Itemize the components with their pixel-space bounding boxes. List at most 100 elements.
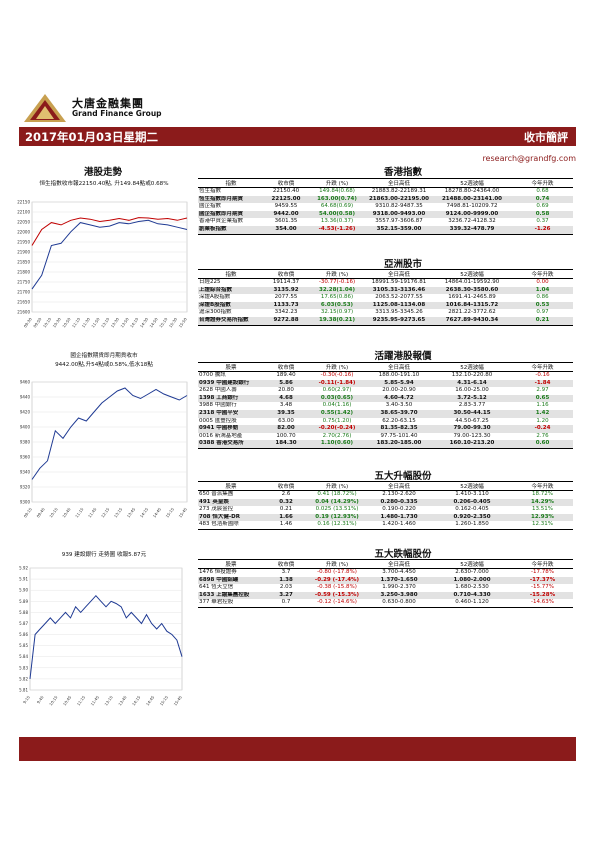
x-tick-label: 10:15 bbox=[48, 694, 59, 706]
row-close: 22125.00 bbox=[264, 195, 308, 204]
contact-email[interactable]: research@grandfg.com bbox=[482, 154, 576, 163]
hk-market-caption: 恒生指數收市報22150.40點, 升149.84點或0.68% bbox=[39, 181, 169, 187]
column-header: 全日高低 bbox=[366, 178, 432, 188]
brand-name-cn: 大唐金融集團 bbox=[72, 97, 144, 110]
y-tick-label: 21700 bbox=[17, 290, 30, 295]
row-name: 國企指數即月期貨 bbox=[198, 210, 264, 219]
column-header: 指數 bbox=[198, 269, 264, 279]
column-header: 今年升跌 bbox=[512, 481, 573, 491]
x-tick-label: 09:30 bbox=[22, 316, 33, 328]
row-change: -30.77(-0.16) bbox=[318, 279, 356, 285]
row-name: 650 普派集團 bbox=[199, 491, 234, 497]
row-change: 0.75(1.20) bbox=[322, 417, 352, 424]
row-change: 0.19 (12.93%) bbox=[308, 513, 366, 522]
column-header: 全日高低 bbox=[366, 269, 432, 279]
row-day-range: 0.190-0.220 bbox=[382, 506, 416, 513]
x-tick-label: 9:45 bbox=[36, 694, 45, 704]
row-ytd: 0.00 bbox=[536, 279, 549, 285]
row-ytd: 1.42 bbox=[512, 409, 573, 418]
column-header: 52週波幅 bbox=[432, 178, 512, 188]
row-close: 82.00 bbox=[264, 425, 308, 433]
report-title: 收市簡評 bbox=[524, 131, 568, 144]
row-52w-range: 79.00-99.30 bbox=[432, 425, 512, 433]
x-tick-label: 10:10 bbox=[42, 316, 53, 328]
row-day-range: 9310.82-9487.35 bbox=[375, 203, 423, 210]
row-day-range: 188.00-191.10 bbox=[378, 372, 420, 378]
futures-caption-2: 9442.00點,升54點或0.58%,低水18點 bbox=[55, 362, 153, 368]
y-tick-label: 5.84 bbox=[19, 654, 28, 659]
row-ytd: 0.97 bbox=[536, 309, 549, 316]
row-change: 6.03(0.53) bbox=[308, 301, 366, 310]
row-52w-range: 2821.22-3772.62 bbox=[448, 309, 496, 316]
row-close: 20.80 bbox=[278, 387, 294, 394]
y-tick-label: 21950 bbox=[17, 240, 30, 245]
row-close: 1.38 bbox=[264, 576, 308, 585]
row-52w-range: 132.10-220.80 bbox=[451, 372, 493, 378]
row-name: 2318 中國平安 bbox=[198, 409, 264, 418]
row-change: -0.30(-0.16) bbox=[320, 372, 354, 378]
row-day-range: 1125.08-1134.08 bbox=[366, 301, 432, 310]
row-name: 0941 中國移動 bbox=[198, 425, 264, 433]
row-close: 19114.37 bbox=[272, 279, 300, 285]
row-day-range: 352.15-359.00 bbox=[366, 225, 432, 235]
row-52w-range: 7627.89-9430.34 bbox=[432, 316, 512, 326]
row-close: 1.46 bbox=[264, 521, 308, 530]
top-gainers-table: 股票 收市價 升跌 (%) 全日高低 52週波幅 今年升跌 650 普派集團 2.6 0.41 … bbox=[198, 481, 573, 530]
y-tick-label: 9400 bbox=[20, 425, 31, 430]
row-day-range: 81.35-82.35 bbox=[366, 425, 432, 433]
row-close: 100.70 bbox=[276, 432, 296, 439]
y-tick-label: 9420 bbox=[20, 410, 31, 415]
row-52w-range: 1016.84-1315.72 bbox=[432, 301, 512, 310]
x-tick-label: 14:15 bbox=[139, 506, 150, 518]
x-tick-label: 15:30 bbox=[168, 316, 179, 328]
x-tick-label: 13:10 bbox=[100, 316, 111, 328]
table-row: 491 英皇娛 0.32 0.04 (14.29%) 0.280-0.335 0.206… bbox=[198, 498, 573, 507]
x-tick-label: 11:10 bbox=[71, 316, 82, 328]
table-row: 708 恒大健-DR 1.66 0.19 (12.93%) 1.480-1.730 0.… bbox=[198, 513, 573, 522]
row-ytd: 0.53 bbox=[512, 301, 573, 310]
futures-caption-1: 國企指數期貨即月期貨收市 bbox=[70, 353, 138, 359]
row-ytd: -15.28% bbox=[512, 591, 573, 600]
row-day-range: 183.20-185.00 bbox=[366, 440, 432, 449]
asia-index-title: 亞洲股市 bbox=[383, 259, 422, 270]
row-close: 3135.92 bbox=[264, 286, 308, 295]
row-close: 39.35 bbox=[264, 409, 308, 418]
row-close: 2.6 bbox=[281, 491, 291, 497]
row-day-range: 38.65-39.70 bbox=[366, 409, 432, 418]
row-ytd: 1.16 bbox=[536, 402, 549, 409]
table-row: 6898 中國鋁罐 1.38 -0.29 (-17.4%) 1.370-1.650 1.… bbox=[198, 576, 573, 585]
row-change: 64.68(0.69) bbox=[320, 203, 354, 210]
row-day-range: 3105.31-3136.46 bbox=[366, 286, 432, 295]
row-close: 2.03 bbox=[279, 584, 293, 591]
row-ytd: -17.37% bbox=[512, 576, 573, 585]
row-day-range: 3.40-3.50 bbox=[385, 402, 413, 409]
row-close: 3.7 bbox=[281, 569, 291, 575]
row-ytd: 0.65 bbox=[512, 394, 573, 403]
table-row: 香港中資企業指數 3601.35 13.36(0.37) 3557.97-3606.8… bbox=[198, 218, 573, 226]
column-header: 收市價 bbox=[264, 178, 308, 188]
row-change: -0.38 (-15.8%) bbox=[317, 584, 357, 591]
row-ytd: 1.04 bbox=[512, 286, 573, 295]
row-name: 708 恒大健-DR bbox=[198, 513, 264, 522]
row-name: 491 英皇娛 bbox=[198, 498, 264, 507]
y-tick-label: 5.88 bbox=[19, 610, 28, 615]
row-name: 上證綜合指數 bbox=[198, 286, 264, 295]
row-day-range: 21883.82-22189.31 bbox=[371, 188, 427, 194]
table-row: 0941 中國移動 82.00 -0.20(-0.24) 81.35-82.35 79.… bbox=[198, 425, 573, 433]
row-52w-range: 0.710-4.330 bbox=[432, 591, 512, 600]
asia-index-table: 指數 收市價 升跌 (%) 全日高低 52週波幅 今年升跌 日經225 19114.37 -30… bbox=[198, 269, 573, 326]
hk-index-title: 香港指數 bbox=[383, 167, 422, 178]
column-header: 全日高低 bbox=[366, 481, 432, 491]
row-close: 22150.40 bbox=[272, 188, 300, 194]
table-row: 上證綜合指數 3135.92 32.28(1.04) 3105.31-3136.46 2… bbox=[198, 286, 573, 295]
row-day-range: 62.20-63.15 bbox=[382, 417, 416, 424]
row-52w-range: 3.72-5.12 bbox=[432, 394, 512, 403]
row-change: 149.84(0.68) bbox=[319, 188, 355, 194]
row-close: 4.68 bbox=[264, 394, 308, 403]
row-name: 香港中資企業指數 bbox=[199, 218, 244, 225]
table-row: 273 茂宸金控 0.21 0.025 (13.51%) 0.190-0.220 0.1… bbox=[198, 506, 573, 514]
table-row: 0939 中國建設銀行 5.86 -0.11(-1.84) 5.85-5.94 4.31… bbox=[198, 379, 573, 388]
x-tick-label: 14:30 bbox=[139, 316, 150, 328]
row-close: 1.66 bbox=[264, 513, 308, 522]
x-tick-label: 14:10 bbox=[129, 316, 140, 328]
